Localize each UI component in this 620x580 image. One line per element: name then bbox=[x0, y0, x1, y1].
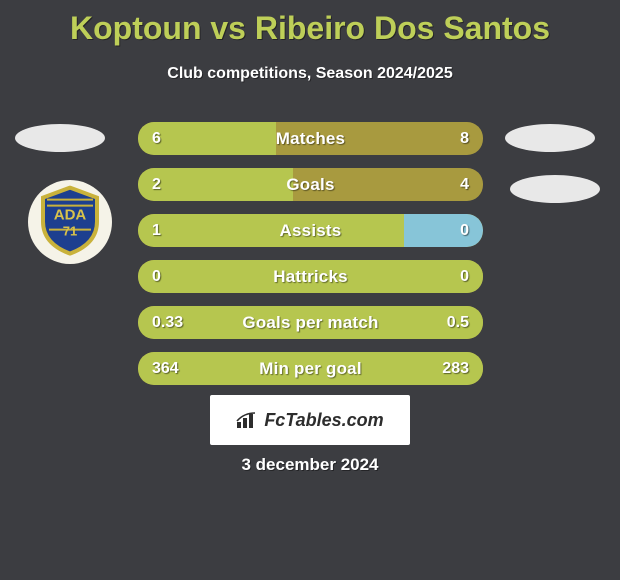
svg-text:ADA: ADA bbox=[54, 207, 87, 224]
subtitle: Club competitions, Season 2024/2025 bbox=[0, 65, 620, 83]
club-left-badge: ADA 71 bbox=[28, 180, 112, 264]
stat-row: 364Min per goal283 bbox=[138, 352, 483, 385]
page-title: Koptoun vs Ribeiro Dos Santos bbox=[0, 0, 620, 47]
stat-label: Goals bbox=[138, 175, 483, 195]
player-left-avatar-placeholder bbox=[15, 124, 105, 152]
stat-label: Assists bbox=[138, 221, 483, 241]
stat-value-right: 4 bbox=[460, 176, 469, 194]
player-right-avatar-placeholder bbox=[505, 124, 595, 152]
stat-value-right: 283 bbox=[442, 360, 469, 378]
stat-label: Matches bbox=[138, 129, 483, 149]
stat-row: 1Assists0 bbox=[138, 214, 483, 247]
brand-text: FcTables.com bbox=[264, 410, 383, 431]
stat-row: 0.33Goals per match0.5 bbox=[138, 306, 483, 339]
stat-label: Goals per match bbox=[138, 313, 483, 333]
stat-value-right: 0 bbox=[460, 268, 469, 286]
stat-value-right: 0.5 bbox=[447, 314, 469, 332]
stat-label: Hattricks bbox=[138, 267, 483, 287]
stats-comparison: 6Matches82Goals41Assists00Hattricks00.33… bbox=[138, 122, 483, 398]
branding-card: FcTables.com bbox=[210, 395, 410, 445]
chart-icon bbox=[236, 411, 258, 429]
svg-text:71: 71 bbox=[63, 224, 77, 239]
stat-label: Min per goal bbox=[138, 359, 483, 379]
stat-row: 2Goals4 bbox=[138, 168, 483, 201]
club-right-badge-placeholder bbox=[510, 175, 600, 203]
stat-row: 0Hattricks0 bbox=[138, 260, 483, 293]
shield-icon: ADA 71 bbox=[37, 186, 103, 256]
stat-value-right: 8 bbox=[460, 130, 469, 148]
stat-row: 6Matches8 bbox=[138, 122, 483, 155]
date-text: 3 december 2024 bbox=[0, 455, 620, 475]
stat-value-right: 0 bbox=[460, 222, 469, 240]
